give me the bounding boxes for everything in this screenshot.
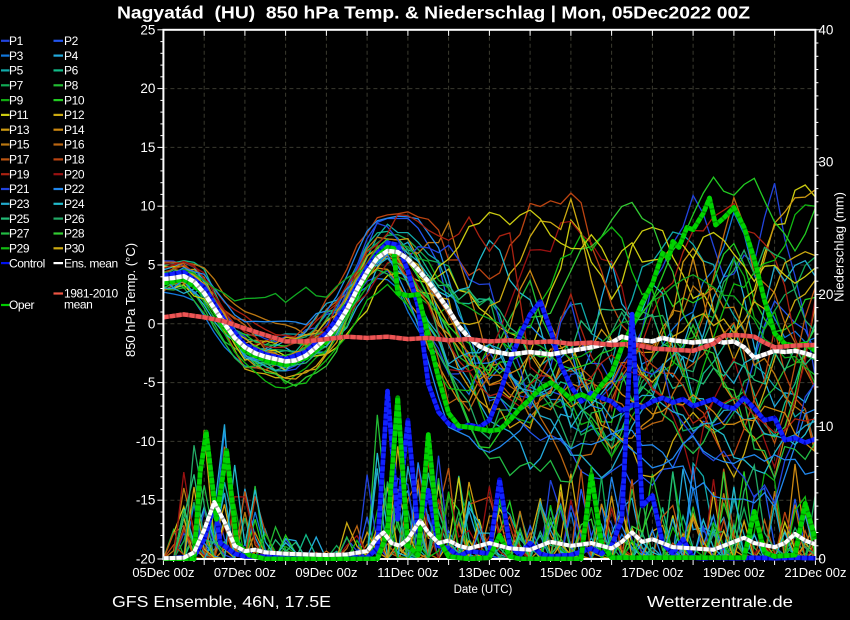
svg-text:P1: P1 [9,34,24,48]
svg-text:20: 20 [140,81,155,96]
svg-text:0: 0 [818,552,826,567]
svg-text:15: 15 [140,140,155,155]
svg-text:25: 25 [140,22,155,37]
svg-text:P20: P20 [64,167,85,181]
svg-text:P13: P13 [9,123,30,137]
svg-text:P14: P14 [64,123,85,137]
svg-text:40: 40 [818,22,833,37]
svg-text:P27: P27 [9,227,30,241]
svg-text:mean: mean [64,298,92,312]
svg-text:19Dec 00z: 19Dec 00z [703,565,765,580]
svg-text:17Dec 00z: 17Dec 00z [621,565,683,580]
svg-text:P12: P12 [64,108,85,122]
svg-text:Oper: Oper [9,298,34,312]
svg-text:10: 10 [818,419,833,434]
svg-text:P8: P8 [64,79,79,93]
svg-text:Wetterzentrale.de: Wetterzentrale.de [647,594,793,611]
svg-text:1981-2010: 1981-2010 [64,287,119,301]
svg-text:Ens. mean: Ens. mean [64,256,118,270]
svg-text:Control: Control [9,256,45,270]
svg-text:P23: P23 [9,197,30,211]
svg-text:P9: P9 [9,93,24,107]
svg-text:GFS Ensemble, 46N, 17.5E: GFS Ensemble, 46N, 17.5E [112,594,331,611]
svg-text:P25: P25 [9,212,30,226]
svg-text:P6: P6 [64,64,79,78]
svg-text:P29: P29 [9,242,30,256]
svg-text:P19: P19 [9,167,30,181]
svg-text:P16: P16 [64,138,85,152]
svg-text:P7: P7 [9,79,24,93]
svg-text:13Dec 00z: 13Dec 00z [458,565,520,580]
svg-text:0: 0 [148,316,156,331]
svg-text:Date (UTC): Date (UTC) [454,584,513,596]
svg-text:-20: -20 [136,552,156,567]
svg-text:09Dec 00z: 09Dec 00z [295,565,357,580]
svg-text:P4: P4 [64,49,79,63]
svg-text:07Dec 00z: 07Dec 00z [214,565,276,580]
svg-text:P2: P2 [64,34,79,48]
svg-text:-10: -10 [136,434,156,449]
svg-text:30: 30 [818,155,833,170]
svg-text:Nagyatád (HU) 850 hPa Temp.: Nagyatád (HU) 850 hPa Temp. & Niederschl… [117,3,750,23]
svg-text:21Dec 00z: 21Dec 00z [784,565,846,580]
svg-text:P11: P11 [9,108,29,122]
svg-text:P26: P26 [64,212,85,226]
svg-text:05Dec 00z: 05Dec 00z [132,565,194,580]
svg-text:P21: P21 [9,182,30,196]
svg-text:-5: -5 [143,375,155,390]
svg-text:5: 5 [148,258,156,273]
svg-text:P24: P24 [64,197,85,211]
svg-text:P30: P30 [64,242,85,256]
svg-text:15Dec 00z: 15Dec 00z [540,565,602,580]
svg-text:P17: P17 [9,153,30,167]
svg-text:P28: P28 [64,227,85,241]
svg-text:P22: P22 [64,182,85,196]
svg-text:-15: -15 [136,493,156,508]
svg-text:20: 20 [818,287,833,302]
svg-text:11Dec 00z: 11Dec 00z [377,565,438,580]
svg-text:Niederschlag (mm): Niederschlag (mm) [832,192,847,302]
svg-text:850 hPa Temp. (°C): 850 hPa Temp. (°C) [123,243,138,357]
svg-text:10: 10 [140,199,155,214]
svg-text:P3: P3 [9,49,24,63]
svg-text:P10: P10 [64,93,85,107]
svg-text:P15: P15 [9,138,30,152]
svg-text:P18: P18 [64,153,85,167]
svg-text:P5: P5 [9,64,24,78]
